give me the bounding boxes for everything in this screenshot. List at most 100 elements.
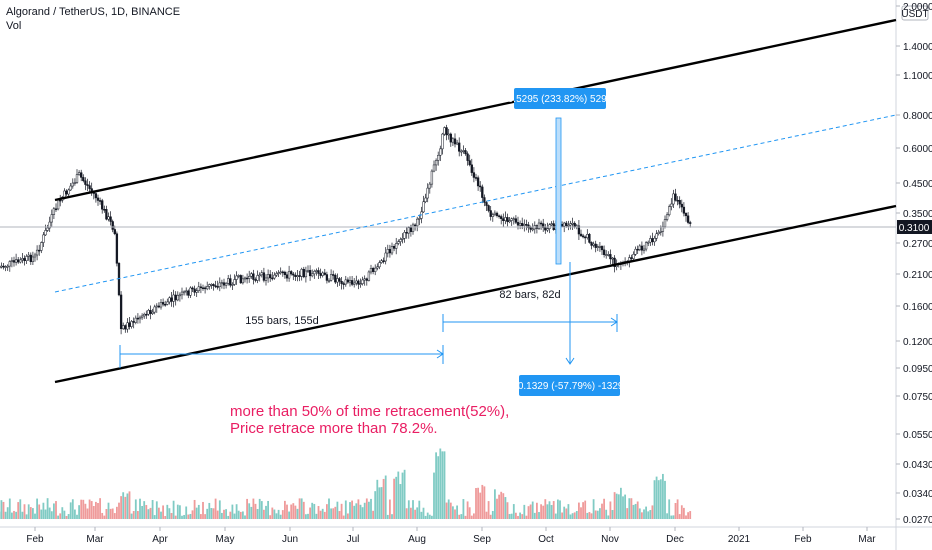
volume-bar xyxy=(111,508,114,519)
volume-bar xyxy=(284,500,286,519)
volume-bar xyxy=(399,484,402,519)
volume-bar xyxy=(88,499,91,519)
volume-bar xyxy=(101,512,104,519)
volume-bar xyxy=(491,510,494,519)
candle-body xyxy=(594,243,597,248)
rise-measure-bar[interactable] xyxy=(555,117,562,265)
volume-bar xyxy=(225,509,227,519)
candle-body xyxy=(243,277,247,280)
candle-body xyxy=(235,275,238,280)
price-tick-label: 0.0340 xyxy=(903,489,932,500)
candle-body xyxy=(384,252,387,262)
price-tick-label: 1.4000 xyxy=(903,42,932,53)
volume-bar xyxy=(187,514,190,519)
candle-body xyxy=(600,246,604,251)
volume-bar xyxy=(342,515,345,519)
candle-body xyxy=(126,322,129,330)
candle-body xyxy=(31,256,35,262)
volume-bar xyxy=(197,504,200,519)
volume-bar xyxy=(403,469,406,519)
volume-bar xyxy=(80,499,83,519)
candle-body xyxy=(481,186,484,198)
candle-body xyxy=(56,199,60,210)
candle-body xyxy=(63,190,66,198)
candle-body xyxy=(153,306,156,313)
price-axis[interactable]: 2.0000 1.4000 1.1000 0.8000 0.6000 0.4500 0.35… xyxy=(896,2,932,526)
candle-body xyxy=(241,278,245,284)
volume-bar xyxy=(645,506,647,519)
volume-bar xyxy=(382,478,385,519)
volume-bar xyxy=(233,513,236,519)
volume-bar xyxy=(55,501,57,519)
volume-bar xyxy=(109,508,112,519)
price-tick-label: 0.0550 xyxy=(903,430,932,441)
volume-bar xyxy=(223,509,225,519)
volume-bar xyxy=(311,502,314,519)
candle-body xyxy=(233,279,236,285)
volume-bar xyxy=(214,498,217,519)
volume-bar xyxy=(659,479,662,519)
volume-bar xyxy=(458,514,461,519)
candle-body xyxy=(136,317,140,320)
volume-bar xyxy=(141,505,143,519)
volume-bar xyxy=(239,511,242,519)
rise-label-box xyxy=(514,88,606,109)
candle-body xyxy=(298,275,301,277)
volume-bar xyxy=(155,501,158,519)
volume-bar xyxy=(332,508,335,519)
candle-body xyxy=(147,310,150,315)
candle-body xyxy=(605,254,608,256)
time-axis[interactable]: Feb Mar Apr May Jun Jul Aug Sep Oct Nov Dec 2021 Feb… xyxy=(26,527,876,545)
volume-bar xyxy=(183,514,185,519)
volume-bar xyxy=(195,507,198,519)
channel-upper-line[interactable] xyxy=(54,18,897,202)
candle-body xyxy=(17,259,20,263)
volume-bar xyxy=(271,507,274,519)
channel-lower-line[interactable] xyxy=(54,204,897,384)
volume-bar xyxy=(647,511,650,519)
candle-body xyxy=(483,197,486,203)
volume-bar xyxy=(502,493,505,519)
volume-bar xyxy=(466,501,469,519)
volume-bar xyxy=(412,500,414,519)
candle-body xyxy=(281,271,284,274)
time-tick-label: Sep xyxy=(473,534,491,545)
candle-body xyxy=(197,286,200,291)
volume-bar xyxy=(674,502,677,519)
candle-body xyxy=(409,227,413,232)
candle-body xyxy=(168,297,171,303)
volume-bar xyxy=(422,507,425,519)
candle-body xyxy=(567,224,570,227)
volume-bar xyxy=(273,509,276,519)
volume-bar xyxy=(4,511,7,519)
volume-bar xyxy=(464,515,467,519)
candle-body xyxy=(634,248,637,255)
volume-bar xyxy=(118,502,120,519)
candle-body xyxy=(510,218,513,221)
volume-bar xyxy=(634,503,637,519)
volume-bar xyxy=(206,508,209,519)
volume-bar xyxy=(317,506,320,519)
price-tick-label: 0.2700 xyxy=(903,239,932,250)
candle-body xyxy=(206,286,209,290)
volume-bar xyxy=(431,515,433,519)
candle-body xyxy=(329,274,333,281)
volume-bar xyxy=(153,515,156,519)
volume-bar xyxy=(139,498,141,519)
candle-body xyxy=(502,218,505,221)
volume-bar xyxy=(143,501,146,519)
channel-midline[interactable] xyxy=(54,114,897,293)
chart-legend-title: Algorand / TetherUS, 1D, BINANCE xyxy=(6,6,181,18)
volume-bar xyxy=(477,487,479,519)
candle-body xyxy=(579,233,583,237)
volume-bar xyxy=(378,487,381,519)
candle-body xyxy=(38,249,41,252)
candle-body xyxy=(649,238,652,243)
candle-body xyxy=(464,150,467,155)
candle-body xyxy=(229,278,232,286)
volume-bar xyxy=(424,515,427,519)
volume-bar xyxy=(244,515,246,519)
currency-badge[interactable] xyxy=(901,5,929,21)
volume-bar xyxy=(53,503,55,519)
